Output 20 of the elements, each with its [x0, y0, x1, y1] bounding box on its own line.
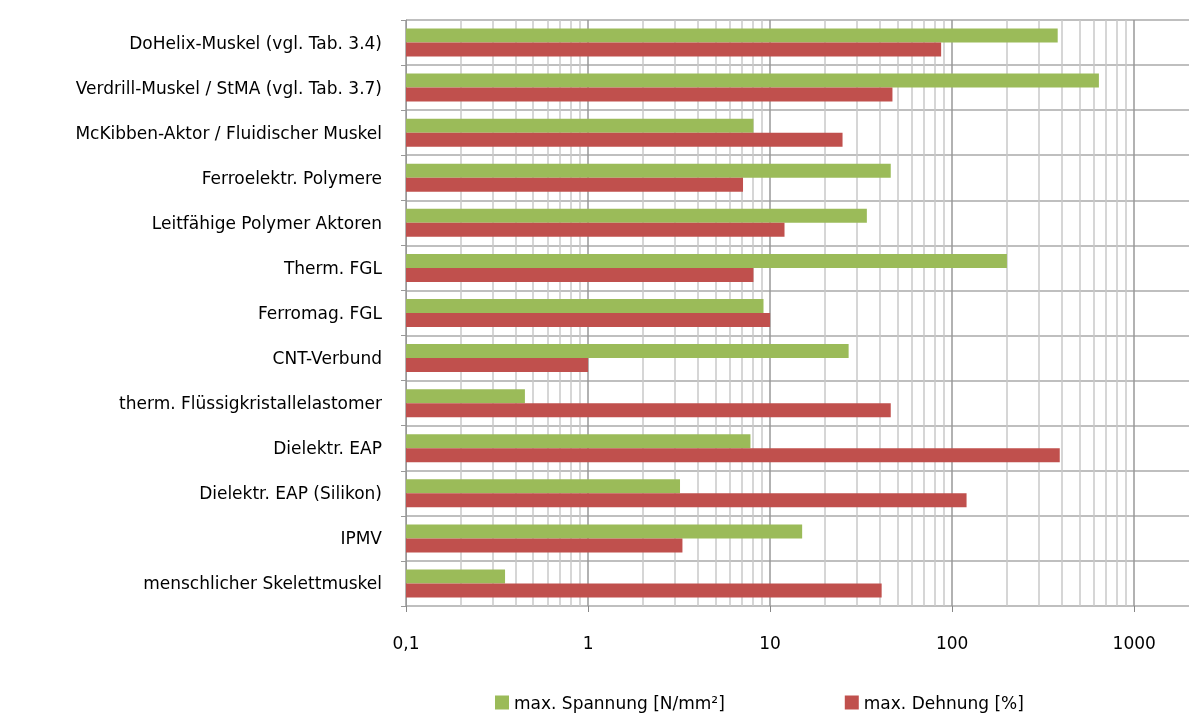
x-tick-label: 1 [582, 632, 594, 653]
y-tick-label: therm. Flüssigkristallelastomer [119, 393, 383, 414]
x-tick-label: 0,1 [392, 632, 420, 653]
y-tick-label: Ferroelektr. Polymere [201, 167, 382, 188]
y-tick-label: CNT-Verbund [272, 348, 382, 369]
y-tick-label: menschlicher Skelettmuskel [143, 573, 382, 594]
x-tick-label: 100 [935, 632, 969, 653]
x-tick-label: 1000 [1112, 632, 1156, 653]
x-tick-label: 10 [759, 632, 781, 653]
y-tick-label: Dielektr. EAP (Silikon) [199, 483, 382, 504]
y-tick-label: McKibben-Aktor / Fluidischer Muskel [75, 122, 382, 143]
y-tick-label: Dielektr. EAP [273, 438, 382, 459]
y-tick-label: Therm. FGL [282, 257, 383, 278]
y-tick-label: Leitfähige Polymer Aktoren [151, 212, 382, 233]
y-tick-label: Ferromag. FGL [257, 303, 383, 323]
legend-label: max. Dehnung [%] [863, 692, 1024, 713]
y-tick-label: IPMV [340, 528, 383, 549]
y-tick-label: DoHelix-Muskel (vgl. Tab. 3.4) [129, 32, 382, 53]
y-tick-label: Verdrill-Muskel / StMA (vgl. Tab. 3.7) [75, 77, 382, 98]
legend-label: max. Spannung [N/mm²] [514, 692, 725, 713]
